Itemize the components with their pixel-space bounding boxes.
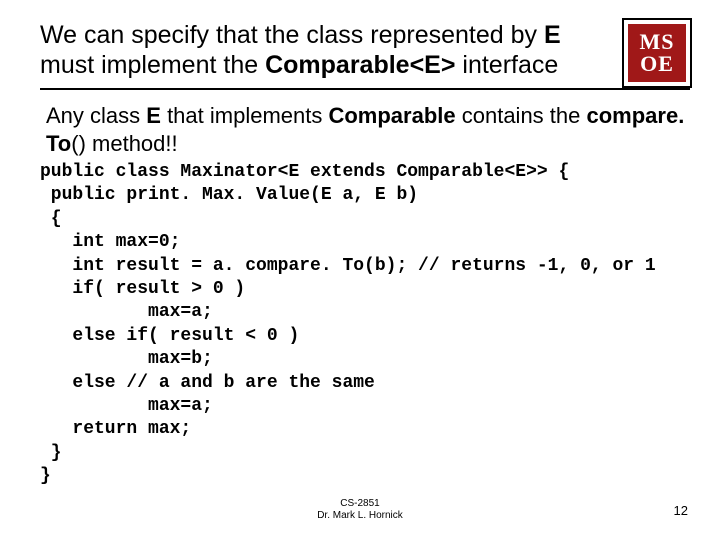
sub-part3: contains the — [456, 103, 587, 128]
code-line: int max=0; — [40, 232, 180, 252]
sub-comp: Comparable — [328, 103, 455, 128]
slide-footer: CS-2851 Dr. Mark L. Hornick — [0, 498, 720, 522]
sub-part1: Any class — [46, 103, 146, 128]
code-line: } — [40, 466, 51, 486]
code-line: public print. Max. Value(E a, E b) — [40, 185, 418, 205]
footer-course: CS-2851 — [0, 498, 720, 510]
code-line: if( result > 0 ) — [40, 279, 245, 299]
code-line: else if( result < 0 ) — [40, 326, 299, 346]
code-line: else // a and b are the same — [40, 373, 375, 393]
code-line: public class Maxinator<E extends Compara… — [40, 162, 569, 182]
title-part1: We can specify that the class represente… — [40, 21, 544, 49]
sub-e: E — [146, 103, 161, 128]
code-line: max=a; — [40, 396, 213, 416]
code-line: return max; — [40, 419, 191, 439]
logo-text-line1: MS — [640, 31, 675, 53]
code-line: max=a; — [40, 302, 213, 322]
title-comparable: Comparable<E> — [265, 51, 455, 79]
page-number: 12 — [674, 503, 688, 518]
title-part2: must implement the — [40, 51, 265, 79]
logo-text-line2: OE — [640, 53, 674, 75]
code-line: max=b; — [40, 349, 213, 369]
title-e: E — [544, 21, 561, 49]
title-part3: interface — [455, 51, 558, 79]
logo-fill: MS OE — [628, 24, 686, 82]
slide-container: MS OE We can specify that the class repr… — [0, 0, 720, 540]
slide-subtitle: Any class E that implements Comparable c… — [40, 102, 690, 157]
code-line: } — [40, 443, 62, 463]
footer-author: Dr. Mark L. Hornick — [0, 510, 720, 522]
code-line: int result = a. compare. To(b); // retur… — [40, 256, 656, 276]
msoe-logo: MS OE — [622, 18, 692, 88]
sub-part4: () method!! — [71, 131, 177, 156]
code-block: public class Maxinator<E extends Compara… — [40, 161, 690, 488]
slide-title: We can specify that the class represente… — [40, 20, 690, 90]
sub-part2: that implements — [161, 103, 329, 128]
code-line: { — [40, 209, 62, 229]
